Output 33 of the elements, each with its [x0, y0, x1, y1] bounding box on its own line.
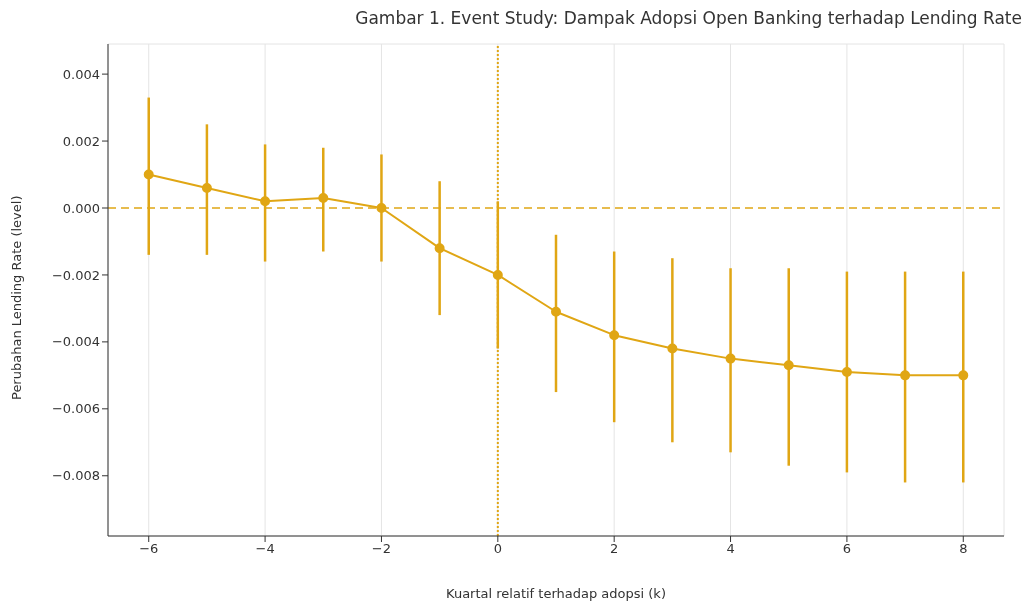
point — [260, 196, 271, 207]
y-tick-label: 0.000 — [62, 200, 100, 216]
x-tick-label: −4 — [255, 541, 275, 557]
point — [376, 203, 387, 213]
y-tick-label: −0.008 — [51, 468, 100, 484]
x-tick-label: 6 — [842, 541, 852, 557]
y-axis-title: Perubahan Lending Rate (level) — [8, 195, 24, 400]
x-tick-label: 2 — [610, 541, 619, 557]
point — [434, 243, 445, 254]
x-tick-label: 4 — [726, 541, 735, 557]
point — [609, 330, 620, 341]
x-tick-label: 0 — [493, 541, 502, 557]
chart-title: Gambar 1. Event Study: Dampak Adopsi Open Banking terhadap Lending Rate — [354, 8, 1023, 30]
point — [551, 306, 561, 317]
y-tick-label: −0.006 — [51, 401, 100, 417]
point — [841, 367, 852, 377]
point — [318, 192, 329, 203]
point — [725, 353, 736, 364]
point — [783, 360, 794, 371]
x-axis-title: Kuartal relatif terhadap adopsi (k) — [446, 586, 666, 601]
y-tick-label: 0.004 — [62, 66, 100, 82]
x-tick-label: −6 — [139, 541, 159, 557]
point — [492, 269, 503, 280]
point — [958, 370, 969, 381]
x-tick-label: −2 — [371, 541, 392, 557]
point — [143, 169, 154, 180]
x-tick-label: 8 — [959, 541, 968, 557]
point — [201, 182, 212, 193]
y-tick-label: 0.002 — [62, 133, 100, 149]
point — [667, 343, 678, 354]
y-tick-label: −0.004 — [51, 334, 100, 350]
point — [900, 370, 911, 381]
y-tick-label: −0.002 — [51, 267, 100, 283]
